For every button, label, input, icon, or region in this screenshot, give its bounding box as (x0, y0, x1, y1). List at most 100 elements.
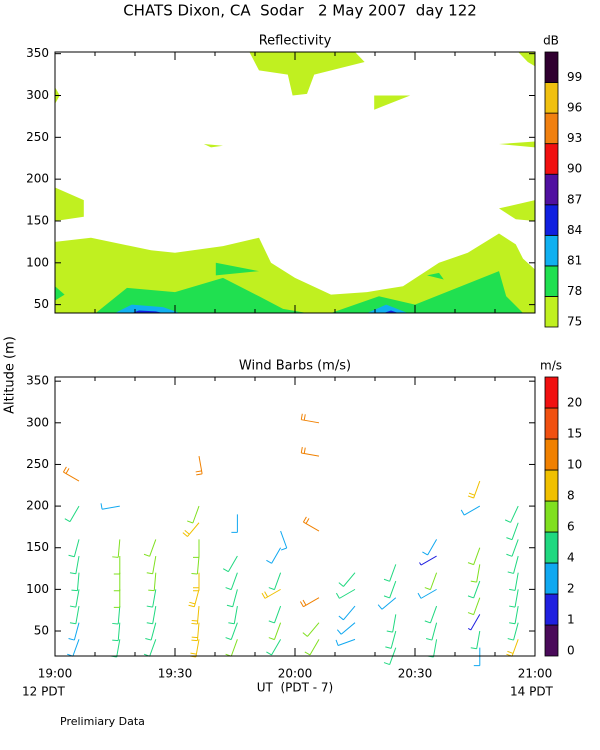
colorbar-box (544, 173, 559, 206)
wind-barb (71, 572, 80, 592)
colorbar-label: 2 (567, 582, 575, 596)
wind-barb (302, 622, 320, 637)
wind-barb (67, 639, 80, 657)
colorbar-label: 81 (567, 253, 582, 267)
wind-barb (193, 572, 200, 592)
wind-barb (504, 505, 519, 523)
wind-barb (195, 456, 203, 476)
wind-barb (226, 589, 238, 608)
colorbar-box (544, 469, 559, 502)
wind-barb (470, 564, 481, 583)
wind-barb (100, 503, 120, 510)
start-local-label: 12 PDT (22, 685, 66, 699)
colorbar-label: 84 (567, 223, 582, 237)
colorbar-label: 6 (567, 520, 575, 534)
contour-region (55, 187, 84, 221)
contour-region (131, 310, 163, 313)
colorbar-label: 20 (567, 396, 582, 410)
wind-barb (467, 597, 481, 616)
figure-title: CHATS Dixon, CA Sodar 2 May 2007 day 122 (123, 2, 477, 20)
colorbar-box (544, 624, 559, 657)
contour-region (499, 141, 535, 148)
contour-region (518, 52, 535, 67)
wind-barb (228, 605, 238, 625)
wind-barb (300, 413, 320, 424)
wind-barb (470, 630, 481, 650)
panel-title: Wind Barbs (m/s) (239, 359, 351, 374)
wind-barb (460, 505, 481, 516)
wind-barb (383, 564, 397, 582)
y-tick-label: 150 (26, 213, 49, 227)
colorbar-box (544, 500, 559, 533)
wind-barb (69, 605, 80, 625)
wind-barb (302, 516, 320, 532)
wind-barb (383, 580, 397, 599)
wind-barb (69, 589, 80, 608)
y-tick-label: 100 (26, 255, 49, 269)
wind-barb (266, 547, 282, 564)
wind-barb (191, 605, 200, 625)
colorbar-label: 78 (567, 284, 582, 298)
wind-barb (419, 555, 437, 566)
wind-barb (69, 555, 80, 575)
wind-barb (386, 614, 397, 633)
wind-barb (112, 622, 121, 642)
wind-barb (113, 589, 121, 608)
colorbar-box (544, 82, 559, 114)
contour-region (55, 286, 65, 301)
colorbar-label: 93 (567, 131, 582, 145)
colorbar-box (544, 376, 559, 409)
wind-barb (424, 605, 438, 624)
wind-barb (338, 572, 356, 587)
colorbar-box (544, 265, 559, 297)
wind-barb (304, 639, 320, 656)
contour-region (95, 277, 307, 313)
colorbar-label: 75 (567, 315, 582, 329)
wind-barb (268, 572, 282, 591)
wind-barb (112, 539, 121, 558)
colorbar-box (544, 296, 559, 328)
wind-barb (225, 639, 238, 657)
wind-barb (427, 639, 438, 658)
colorbar-box (544, 438, 559, 471)
wind-barb (64, 505, 80, 523)
colorbar-box (544, 407, 559, 440)
end-local-label: 14 PDT (510, 685, 554, 699)
wind-barb (191, 556, 200, 575)
wind-barb (225, 572, 238, 591)
y-tick-label: 50 (34, 624, 49, 638)
colorbar-unit: dB (543, 34, 559, 48)
contour-region (374, 95, 411, 110)
wind-barb (422, 539, 438, 556)
wind-barb (222, 555, 238, 573)
wind-barb (426, 622, 438, 641)
y-tick-label: 150 (26, 540, 49, 554)
contour-region (203, 144, 223, 148)
x-tick-label: 20:30 (398, 667, 433, 681)
wind-barb (417, 588, 437, 599)
contour-region (383, 310, 399, 313)
x-axis-label: UT (PDT - 7) (257, 681, 334, 695)
wind-barb (299, 597, 320, 608)
wind-barb (143, 539, 157, 557)
colorbar-label: 8 (567, 489, 575, 503)
wind-barb (385, 630, 397, 649)
y-tick-label: 250 (26, 130, 49, 144)
y-tick-label: 200 (26, 172, 49, 186)
wind-barb (189, 639, 200, 658)
wind-barb (187, 505, 200, 524)
wind-barb (68, 539, 80, 558)
wind-barb (506, 639, 519, 657)
wind-barb (473, 647, 481, 667)
wind-barb (231, 514, 238, 533)
panel-title: Reflectivity (259, 34, 332, 49)
y-tick-label: 200 (26, 499, 49, 513)
wind-barb (113, 556, 121, 575)
x-tick-label: 19:00 (38, 667, 73, 681)
wind-barb (268, 622, 282, 641)
wind-barb (467, 614, 481, 631)
y-tick-label: 50 (34, 297, 49, 311)
wind-barb (188, 589, 200, 608)
plot-frame (54, 376, 536, 657)
